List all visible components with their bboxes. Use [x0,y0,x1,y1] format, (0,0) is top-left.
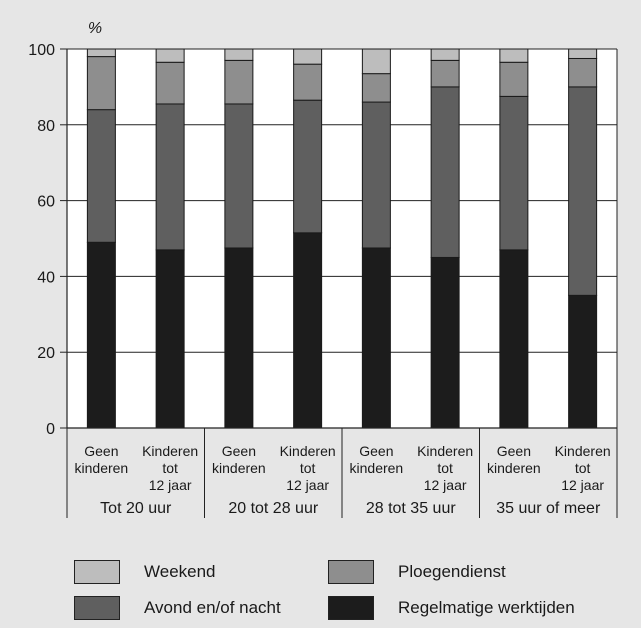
bar-segment [499,249,529,429]
bar-segment [293,232,323,429]
bar-segment [361,48,391,75]
category-label: Geen [84,443,118,459]
bar-segment [499,48,529,63]
category-label: 12 jaar [149,477,192,493]
bar-segment [568,57,598,88]
bar-segment [155,249,185,429]
bar-segment [430,48,460,61]
category-label: Geen [497,443,531,459]
y-tick-label: 100 [28,42,55,59]
legend-label: Regelmatige werktijden [398,598,575,617]
bar-segment [293,63,323,101]
category-label: Kinderen [280,443,336,459]
category-label: 12 jaar [561,477,604,493]
bar-segment [155,48,185,63]
group-label: 28 tot 35 uur [366,500,457,517]
category-label: Kinderen [417,443,473,459]
bar-segment [86,109,116,243]
bar-segment [499,95,529,251]
legend-swatch-ploegendienst [328,560,374,584]
legend-label: Ploegendienst [398,562,506,581]
bar-segment [293,48,323,65]
category-label: Kinderen [555,443,611,459]
bar-segment [430,59,460,88]
bar-segment [86,241,116,429]
y-tick-label: 80 [37,118,55,135]
bar-segment [568,86,598,296]
bar-segment [155,103,185,251]
category-label: 12 jaar [286,477,329,493]
category-label: tot [162,460,178,476]
category-label: 12 jaar [424,477,467,493]
category-label: Geen [222,443,256,459]
category-label: kinderen [487,460,541,476]
bar-segment [499,61,529,97]
legend: Weekend Ploegendienst Avond en/of nacht … [0,560,641,628]
plot-area [67,49,617,428]
bar-segment [430,86,460,258]
category-label: tot [575,460,591,476]
category-label: kinderen [212,460,266,476]
category-label: kinderen [350,460,404,476]
bar-segment [224,48,254,61]
y-tick-label: 0 [46,421,55,438]
bar-segment [155,61,185,105]
legend-label: Avond en/of nacht [144,598,281,617]
category-label: tot [300,460,316,476]
bar-segment [568,294,598,429]
bar-segment [86,48,116,58]
legend-swatch-regelmatig [328,596,374,620]
bar-segment [224,103,254,249]
legend-swatch-weekend [74,560,120,584]
legend-label: Weekend [144,562,216,581]
y-tick-label: 20 [37,345,55,362]
y-tick-label: 60 [37,194,55,211]
category-label: kinderen [75,460,129,476]
group-label: 35 uur of meer [496,500,601,517]
y-tick-label: 40 [37,269,55,286]
bar-segment [361,73,391,103]
bar-segment [86,56,116,111]
bar-segment [430,256,460,429]
category-label: Geen [359,443,393,459]
bar-segment [224,59,254,105]
bar-segment [568,48,598,59]
y-axis-label: % [88,20,102,37]
bar-segment [224,247,254,429]
group-label: 20 tot 28 uur [228,500,319,517]
legend-swatch-avond-nacht [74,596,120,620]
category-label: Kinderen [142,443,198,459]
bar-segment [293,99,323,234]
bar-segment [361,247,391,429]
bar-segment [361,101,391,249]
group-label: Tot 20 uur [100,500,172,517]
category-label: tot [437,460,453,476]
